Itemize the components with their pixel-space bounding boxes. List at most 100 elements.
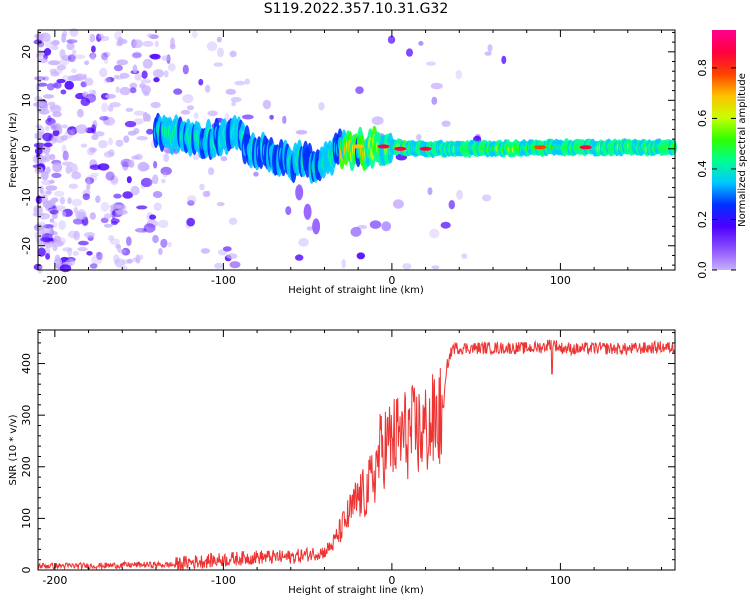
noise-cell bbox=[136, 136, 148, 141]
noise-cell bbox=[75, 211, 87, 220]
noise-cell bbox=[105, 171, 115, 181]
noise-cell bbox=[97, 163, 110, 171]
noise-cell bbox=[86, 251, 93, 256]
noise-cell bbox=[216, 202, 225, 207]
branch-cell bbox=[303, 203, 312, 220]
noise-cell bbox=[91, 254, 103, 265]
noise-cell bbox=[406, 48, 413, 57]
noise-cell bbox=[45, 185, 58, 191]
noise-cell bbox=[381, 221, 392, 232]
noise-cell bbox=[134, 228, 147, 233]
noise-cell bbox=[146, 128, 154, 135]
noise-cell bbox=[108, 235, 115, 242]
noise-cell bbox=[132, 64, 138, 74]
noise-cell bbox=[80, 143, 88, 148]
noise-cell bbox=[34, 231, 44, 238]
noise-cell bbox=[191, 30, 198, 39]
noise-cell bbox=[62, 30, 68, 37]
noise-cell bbox=[103, 51, 111, 58]
noise-cell bbox=[37, 247, 46, 257]
snr-x-axis-label: Height of straight line (km) bbox=[288, 585, 424, 596]
noise-cell bbox=[124, 120, 137, 128]
noise-cell bbox=[230, 96, 242, 103]
noise-cell bbox=[73, 206, 79, 214]
noise-cell bbox=[426, 61, 436, 66]
noise-cell bbox=[167, 63, 176, 72]
noise-cell bbox=[295, 130, 308, 135]
chart-title: S119.2022.357.10.31.G32 bbox=[263, 1, 449, 17]
noise-cell bbox=[234, 80, 246, 86]
noise-cell bbox=[123, 135, 130, 143]
noise-cell bbox=[110, 175, 119, 184]
noise-cell bbox=[38, 57, 48, 64]
noise-cell bbox=[157, 219, 169, 229]
y-tick-label: 20 bbox=[20, 45, 33, 59]
snr-plot-area bbox=[38, 330, 675, 570]
noise-cell bbox=[117, 36, 124, 47]
noise-cell bbox=[77, 247, 88, 252]
noise-cell bbox=[114, 258, 126, 268]
noise-cell bbox=[182, 94, 194, 104]
noise-cell bbox=[53, 235, 61, 243]
noise-cell bbox=[418, 41, 424, 46]
noise-cell bbox=[341, 258, 346, 269]
noise-cell bbox=[487, 44, 493, 53]
noise-cell bbox=[126, 258, 133, 264]
noise-cell bbox=[149, 53, 161, 60]
noise-cell bbox=[356, 252, 365, 260]
noise-cell bbox=[95, 251, 102, 256]
noise-cell bbox=[50, 45, 59, 51]
noise-cell bbox=[116, 204, 127, 210]
noise-cell bbox=[78, 240, 89, 246]
noise-cell bbox=[42, 132, 53, 142]
noise-cell bbox=[160, 238, 168, 248]
noise-cell bbox=[121, 247, 131, 256]
noise-cell bbox=[416, 134, 422, 141]
noise-cell bbox=[431, 265, 440, 270]
noise-cell bbox=[50, 209, 59, 215]
colorbar: 0.0 0.2 0.4 0.6 0.8 Normalized spectral ampl… bbox=[696, 30, 748, 279]
noise-cell bbox=[43, 241, 54, 248]
noise-cell bbox=[501, 55, 507, 65]
noise-cell bbox=[198, 78, 204, 86]
noise-cell bbox=[90, 172, 99, 177]
noise-cell bbox=[429, 228, 440, 239]
ridge-hotspot bbox=[394, 146, 407, 151]
colorbar-tick-label: 0.6 bbox=[696, 110, 709, 128]
noise-cell bbox=[217, 47, 224, 58]
noise-cell bbox=[40, 170, 49, 181]
noise-cell bbox=[116, 59, 129, 66]
noise-cell bbox=[115, 86, 120, 93]
noise-cell bbox=[160, 166, 172, 176]
noise-cell bbox=[77, 108, 84, 118]
noise-cell bbox=[41, 233, 53, 243]
y-tick-label: 400 bbox=[20, 353, 33, 374]
noise-cell bbox=[350, 226, 362, 237]
noise-cell bbox=[192, 153, 200, 161]
noise-cell bbox=[71, 171, 82, 180]
noise-cell bbox=[143, 91, 150, 97]
noise-cell bbox=[98, 140, 108, 149]
noise-cell bbox=[60, 135, 68, 141]
noise-cell bbox=[113, 64, 123, 72]
noise-cell bbox=[51, 136, 57, 144]
ridge-hotspot bbox=[534, 145, 547, 150]
noise-cell bbox=[53, 257, 63, 268]
spectrogram-x-axis-label: Height of straight line (km) bbox=[288, 285, 424, 296]
noise-cell bbox=[52, 221, 58, 228]
y-tick-label: 300 bbox=[20, 405, 33, 426]
noise-cell bbox=[111, 210, 116, 220]
noise-cell bbox=[52, 244, 58, 252]
snr-ticks: -200 -100 0 100 0 100 200 300 400 bbox=[20, 330, 675, 587]
noise-cell bbox=[427, 187, 433, 196]
noise-cell bbox=[154, 40, 159, 48]
noise-cell bbox=[37, 125, 45, 135]
noise-cell bbox=[96, 252, 103, 260]
noise-cell bbox=[83, 73, 87, 80]
noise-cell bbox=[371, 116, 384, 126]
branch-cell bbox=[312, 218, 321, 235]
noise-cell bbox=[37, 82, 48, 87]
noise-cell bbox=[222, 246, 232, 252]
noise-cell bbox=[70, 128, 76, 136]
